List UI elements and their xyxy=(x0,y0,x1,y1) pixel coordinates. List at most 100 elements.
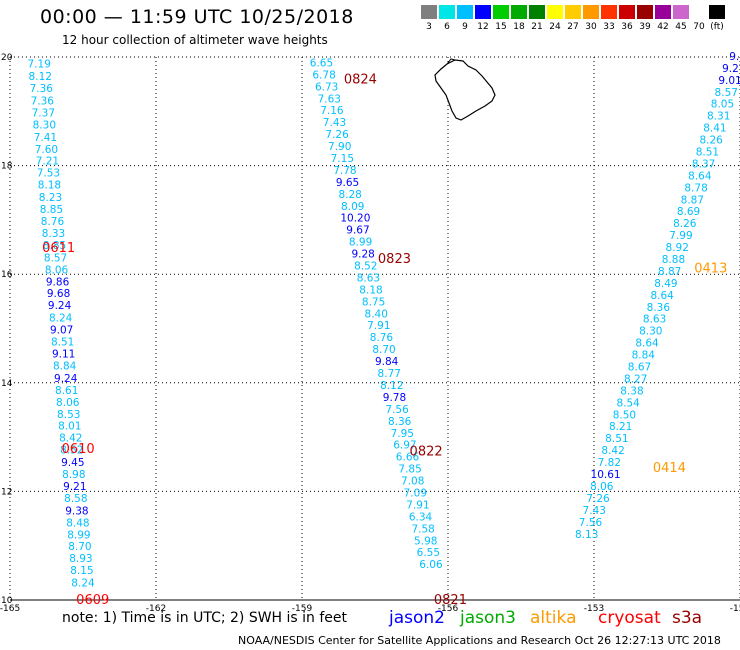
wave-height-value: 8.53 xyxy=(57,409,80,421)
wave-height-value: 8.78 xyxy=(684,182,707,194)
wave-height-value: 8.76 xyxy=(41,216,65,228)
map-subtitle: 12 hour collection of altimeter wave hei… xyxy=(62,33,328,47)
satellite-pass-track: 9.39.279.018.578.058.318.418.268.518.378… xyxy=(575,51,740,541)
wave-height-value: 9.68 xyxy=(47,288,70,300)
wave-height-value: 6.55 xyxy=(417,547,440,559)
wave-height-value: 8.33 xyxy=(42,228,65,240)
pass-time-label: 0822 xyxy=(410,445,443,460)
footer-note: note: 1) Time is in UTC; 2) SWH is in fe… xyxy=(62,610,348,626)
wave-height-value: 8.01 xyxy=(58,421,81,433)
wave-height-value: 8.41 xyxy=(703,123,726,135)
big-island-coastline xyxy=(434,59,496,121)
wave-height-value: 8.30 xyxy=(639,326,662,338)
wave-height-value: 8.54 xyxy=(616,397,640,409)
wave-height-value: 7.99 xyxy=(669,230,692,242)
map-title: 00:00 — 11:59 UTC 10/25/2018 xyxy=(40,6,354,28)
wave-height-value: 9.27 xyxy=(722,63,740,75)
wave-height-value: 8.63 xyxy=(643,314,666,326)
wave-height-value: 9.24 xyxy=(48,300,72,312)
colorbar-swatch xyxy=(637,5,653,19)
wave-height-value: 7.37 xyxy=(32,107,55,119)
colorbar-swatch xyxy=(511,5,527,19)
colorbar-label: 9 xyxy=(462,22,468,32)
colorbar-label: 27 xyxy=(567,22,579,32)
wave-height-value: 8.24 xyxy=(71,578,95,590)
colorbar-label: (ft) xyxy=(710,22,724,32)
colorbar-swatch xyxy=(619,5,635,19)
wave-height-value: 6.34 xyxy=(409,511,433,523)
wave-height-value: 8.49 xyxy=(654,278,677,290)
pass-time-label: 0413 xyxy=(694,262,727,277)
x-tick-label: -156 xyxy=(438,604,459,614)
colorbar-swatch xyxy=(421,5,437,19)
x-tick-label: -153 xyxy=(584,604,604,614)
wave-height-value: 7.56 xyxy=(579,517,603,529)
wave-height-value: 8.93 xyxy=(69,553,92,565)
wave-height-value: 9.01 xyxy=(718,75,740,87)
wave-height-value: 8.57 xyxy=(715,87,738,99)
satellite-pass-track: 6.656.786.737.637.167.437.267.907.157.78… xyxy=(310,57,467,607)
wave-height-value: 8.28 xyxy=(338,189,361,201)
colorbar-label: 42 xyxy=(657,22,669,32)
colorbar-swatch xyxy=(673,5,689,19)
wave-height-value: 7.16 xyxy=(320,105,344,117)
footer-credit: NOAA/NESDIS Center for Satellite Applica… xyxy=(238,634,721,647)
wave-height-value: 8.51 xyxy=(51,337,74,349)
pass-time-label: 0823 xyxy=(378,252,411,267)
wave-height-value: 8.84 xyxy=(632,350,656,362)
colorbar-label: 12 xyxy=(477,22,489,32)
colorbar-swatch xyxy=(493,5,509,19)
wave-height-value: 8.05 xyxy=(711,99,734,111)
wave-height-value: 7.43 xyxy=(323,117,346,129)
wave-height-value: 8.84 xyxy=(53,360,77,372)
wave-height-value: 9.38 xyxy=(65,505,88,517)
wave-height-value: 8.51 xyxy=(605,433,628,445)
wave-height-value: 7.95 xyxy=(391,428,414,440)
colorbar-label: 24 xyxy=(549,22,561,32)
wave-height-value: 8.64 xyxy=(650,290,674,302)
wave-height-value: 8.18 xyxy=(38,180,61,192)
legend-item-cryosat: cryosat xyxy=(598,608,661,628)
colorbar-label: 36 xyxy=(621,22,633,32)
wave-height-value: 7.26 xyxy=(325,129,349,141)
colorbar-label: 45 xyxy=(675,22,687,32)
wave-height-value: 9.65 xyxy=(336,177,359,189)
wave-height-value: 8.06 xyxy=(56,397,80,409)
colorbar-label: 30 xyxy=(585,22,597,32)
wave-height-value: 8.77 xyxy=(378,368,401,380)
wave-height-value: 9.3 xyxy=(729,51,740,63)
legend-item-altika: altika xyxy=(530,608,577,628)
colorbar-label: 15 xyxy=(495,22,507,32)
wave-height-value: 7.85 xyxy=(398,464,421,476)
satellite-pass-track: 7.198.127.367.367.378.307.417.607.217.53… xyxy=(28,59,110,608)
pass-time-label: 0609 xyxy=(76,593,109,608)
wave-height-value: 7.43 xyxy=(583,505,606,517)
wave-height-value: 9.28 xyxy=(351,249,374,261)
colorbar-label: 6 xyxy=(444,22,450,32)
colorbar-label: 70 xyxy=(693,22,705,32)
wave-height-value: 7.41 xyxy=(34,132,57,144)
y-tick-label: 18 xyxy=(1,162,13,172)
colorbar-swatch xyxy=(547,5,563,19)
wave-height-value: 8.12 xyxy=(380,380,403,392)
wave-height-value: 8.76 xyxy=(370,332,394,344)
wave-height-value: 7.08 xyxy=(401,476,424,488)
wave-height-value: 8.99 xyxy=(349,237,372,249)
wave-height-value: 7.78 xyxy=(333,165,356,177)
wave-height-value: 8.09 xyxy=(341,201,364,213)
wave-height-value: 6.66 xyxy=(396,452,420,464)
colorbar-swatch xyxy=(529,5,545,19)
wave-height-value: 8.38 xyxy=(620,385,643,397)
wave-height-value: 5.98 xyxy=(414,535,437,547)
wave-height-value: 8.64 xyxy=(635,338,659,350)
wave-height-value: 8.26 xyxy=(673,218,697,230)
wave-height-value: 7.82 xyxy=(598,457,621,469)
wave-height-value: 9.21 xyxy=(63,481,86,493)
wave-height-value: 8.70 xyxy=(68,541,91,553)
wave-height-value: 7.09 xyxy=(404,487,427,499)
wave-height-value: 8.69 xyxy=(677,206,700,218)
wave-height-value: 8.23 xyxy=(39,192,62,204)
wave-height-value: 8.40 xyxy=(365,308,388,320)
